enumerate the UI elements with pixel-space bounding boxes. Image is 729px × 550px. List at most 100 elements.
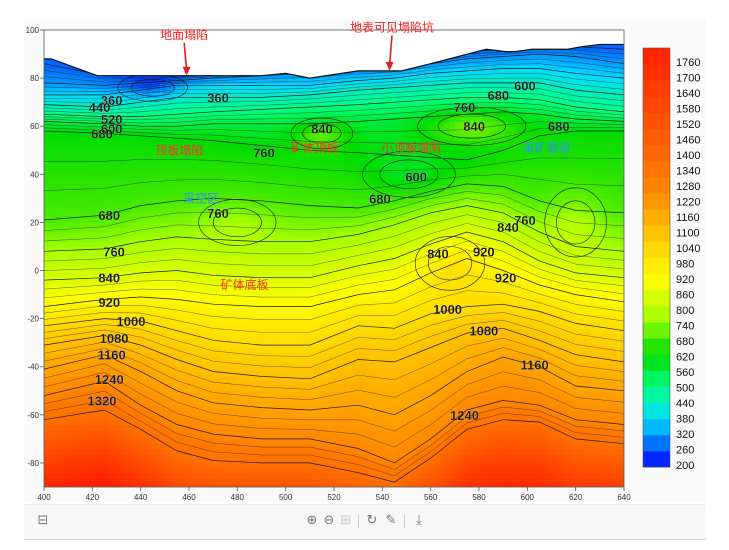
field-cell [58,462,64,469]
field-cell [87,434,93,440]
field-cell [111,390,118,397]
field-cell [135,357,142,363]
field-cell [58,246,64,252]
field-cell [169,448,176,454]
field-cell [198,150,205,156]
field-cell [237,251,243,257]
field-cell [232,482,238,487]
field-cell [44,381,50,387]
field-cell [155,472,161,478]
field-cell [169,477,176,483]
field-cell [242,313,248,320]
field-cell [198,256,205,262]
field-cell [44,198,50,204]
field-cell [48,97,55,103]
field-cell [53,179,60,185]
field-cell [261,260,267,267]
field-cell [266,390,272,397]
field-cell [68,222,74,228]
field-cell [155,323,161,329]
field-cell [102,342,108,349]
field-cell [160,121,166,127]
field-cell [271,270,277,276]
field-cell [227,203,234,209]
field-cell [213,135,219,142]
field-cell [242,241,248,248]
field-cell [184,333,190,339]
field-cell [184,400,190,406]
field-cell [68,448,74,454]
field-cell [271,198,277,204]
field-cell [145,385,151,392]
field-cell [169,217,176,224]
field-cell [160,280,166,286]
field-cell [290,169,296,175]
field-cell [126,87,132,94]
field-cell [242,304,248,310]
field-cell [222,395,229,402]
field-cell [58,419,64,426]
field-cell [189,472,195,478]
field-cell [271,400,277,406]
field-cell [213,169,219,175]
field-cell [174,131,180,137]
field-cell [198,313,205,320]
field-cell [179,260,185,267]
field-cell [164,419,171,426]
field-cell [213,140,219,147]
field-cell [266,438,272,445]
field-cell [126,179,132,185]
field-cell [266,371,272,377]
field-cell [198,309,205,315]
field-cell [280,410,287,416]
field-cell [131,251,137,257]
field-cell [285,453,292,459]
field-cell [193,337,200,344]
field-cell [48,453,55,459]
field-cell [145,169,151,175]
field-cell [116,169,122,175]
field-cell [63,371,69,377]
field-cell [44,164,50,171]
field-cell [208,477,214,483]
field-cell [266,361,272,368]
field-cell [184,270,190,276]
field-cell [247,448,253,454]
field-cell [106,246,113,252]
field-cell [290,405,296,411]
field-cell [164,443,171,450]
field-cell [116,97,122,103]
field-cell [222,289,229,296]
field-cell [106,385,113,392]
field-cell [193,376,200,382]
field-cell [111,232,118,238]
field-cell [53,78,60,84]
field-cell [155,395,161,402]
field-cell [266,395,272,402]
field-cell [242,419,248,426]
field-cell [160,217,166,224]
field-cell [266,256,272,262]
field-cell [121,97,127,103]
field-cell [179,265,185,272]
field-cell [237,270,243,276]
field-cell [193,414,200,421]
field-cell [87,164,93,171]
field-cell [92,140,98,147]
field-cell [251,294,258,300]
field-cell [203,318,209,325]
field-cell [261,328,267,334]
field-cell [63,150,69,156]
field-cell [77,155,84,161]
field-cell [111,159,118,166]
field-cell [179,217,185,224]
field-cell [77,458,84,464]
field-cell [63,116,69,122]
field-cell [155,102,161,108]
field-cell [140,390,147,397]
field-cell [271,169,277,175]
field-cell [227,352,234,358]
field-cell [174,145,180,151]
field-cell [116,467,122,474]
field-cell [256,164,263,171]
